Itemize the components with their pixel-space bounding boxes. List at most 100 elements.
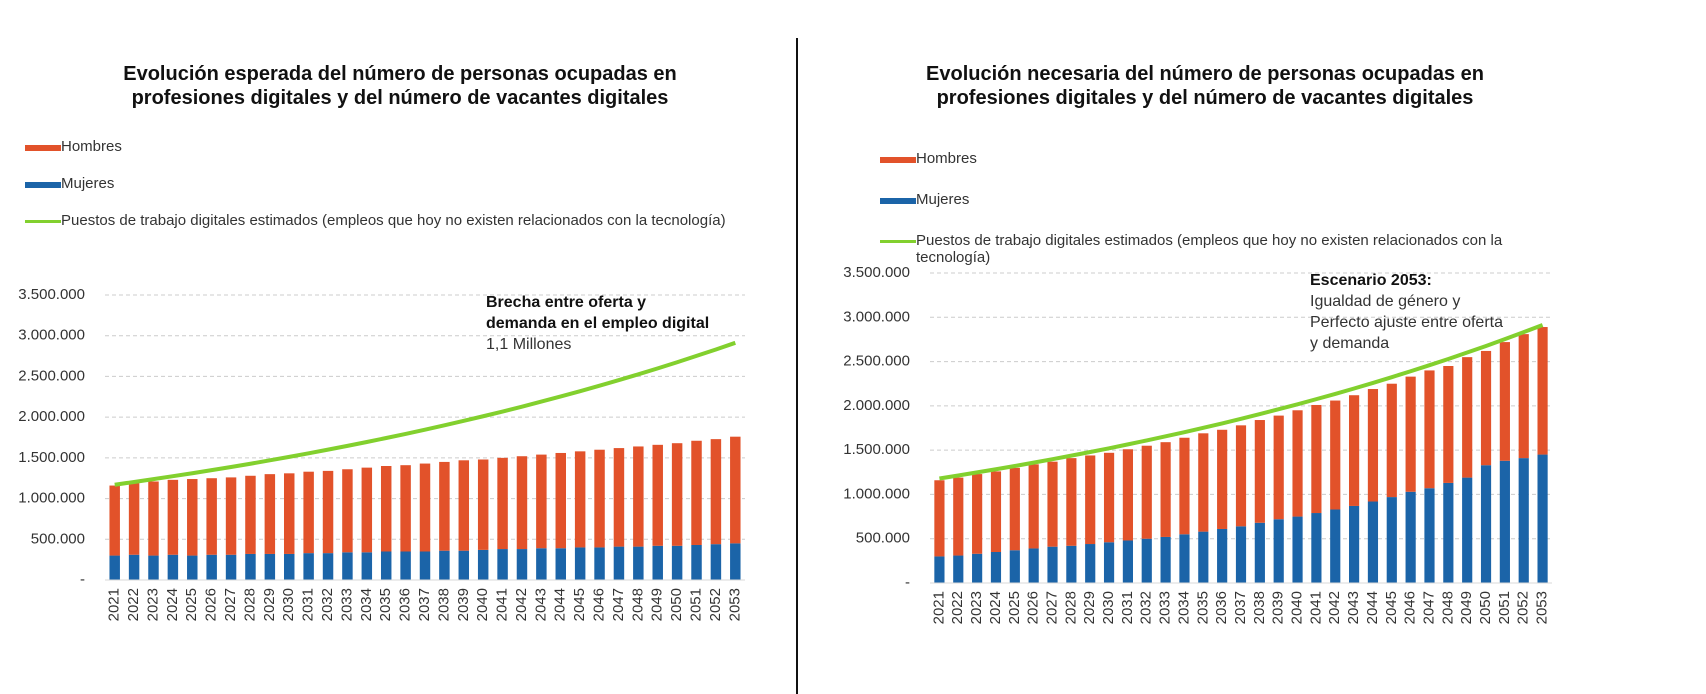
bar	[613, 546, 625, 580]
bar	[342, 469, 353, 553]
bar	[671, 443, 683, 546]
annotation: Escenario 2053: Igualdad de género y Perf…	[1310, 270, 1510, 354]
x-tick-label: 2050	[668, 588, 685, 621]
bar	[128, 554, 140, 580]
bar	[555, 548, 566, 580]
line	[114, 340, 736, 487]
bar	[1103, 452, 1115, 543]
bar	[691, 440, 702, 545]
legend-swatch	[880, 157, 916, 163]
bar	[1443, 482, 1454, 583]
bar	[380, 466, 392, 552]
chart-title: Evolución esperada del número de persona…	[123, 63, 677, 109]
bar	[1009, 550, 1020, 583]
bar	[1386, 497, 1397, 583]
x-tick-label: 2029	[1081, 591, 1098, 624]
annotation-title: Escenario 2053:	[1310, 272, 1432, 289]
y-tick-label: 1.500.000	[843, 441, 910, 458]
legend-swatch	[25, 182, 61, 188]
legend: Hombres Mujeres Puestos de trabajo digital…	[25, 138, 765, 249]
x-tick-label: 2024	[164, 588, 181, 621]
bar	[1254, 420, 1265, 523]
bar	[1462, 357, 1473, 478]
line	[939, 323, 1544, 481]
bar	[1160, 442, 1171, 537]
bar	[990, 552, 1002, 583]
y-tick-label: 3.500.000	[843, 264, 910, 281]
bar	[284, 553, 295, 580]
bar	[400, 551, 411, 580]
bar	[1198, 531, 1209, 583]
y-tick-label: 3.000.000	[18, 327, 85, 344]
bar	[439, 461, 450, 551]
bar	[1424, 370, 1435, 489]
bar	[477, 459, 489, 550]
y-tick-label: 3.000.000	[843, 308, 910, 325]
x-tick-label: 2021	[930, 591, 947, 624]
bar	[1480, 350, 1492, 466]
bar	[1160, 536, 1171, 583]
x-tick-label: 2025	[1006, 591, 1023, 624]
x-tick-label: 2023	[968, 591, 985, 624]
bar	[419, 463, 431, 552]
legend-item: Hombres	[880, 150, 1520, 167]
x-tick-label: 2021	[106, 588, 123, 621]
x-tick-label: 2039	[455, 588, 472, 621]
x-tick-label: 2041	[1307, 591, 1324, 624]
bar	[1349, 505, 1360, 583]
bar	[574, 451, 586, 548]
bar	[1122, 540, 1133, 583]
bar	[361, 552, 373, 580]
bar	[1424, 488, 1435, 583]
x-tick-label: 2036	[397, 588, 414, 621]
bar	[652, 545, 663, 580]
bar	[458, 460, 470, 551]
bar	[1085, 455, 1096, 545]
x-tick-label: 2038	[1251, 591, 1268, 624]
x-tick-label: 2027	[222, 588, 239, 621]
x-tick-label: 2034	[358, 588, 375, 621]
bar	[1009, 467, 1020, 551]
y-tick-label: -	[905, 574, 910, 591]
legend-label: Puestos de trabajo digitales estimados (…	[916, 232, 1503, 266]
legend: Hombres Mujeres Puestos de trabajo digital…	[880, 150, 1520, 290]
bar	[633, 446, 644, 547]
x-tick-label: 2046	[591, 588, 608, 621]
bar	[691, 544, 702, 580]
bar	[1254, 522, 1265, 583]
bar	[128, 483, 140, 555]
bar	[1405, 376, 1416, 492]
bar	[109, 555, 120, 580]
bar	[187, 479, 198, 556]
bar	[1047, 461, 1058, 547]
bar	[1235, 526, 1247, 583]
bar	[225, 477, 237, 555]
bar	[594, 449, 605, 548]
bar	[148, 555, 159, 580]
bar	[594, 547, 605, 580]
y-tick-label: 2.500.000	[843, 353, 910, 370]
x-tick-label: 2053	[1534, 591, 1551, 624]
legend-label: Puestos de trabajo digitales estimados (…	[61, 212, 726, 229]
legend-label: Hombres	[916, 150, 977, 167]
bar	[1311, 513, 1322, 583]
bar	[613, 448, 625, 547]
bar	[536, 548, 547, 580]
y-tick-label: 2.500.000	[18, 367, 85, 384]
bar	[516, 549, 528, 580]
bar	[245, 475, 256, 554]
bar	[206, 478, 217, 555]
x-tick-label: 2051	[1496, 591, 1513, 624]
bar	[206, 554, 217, 580]
x-tick-label: 2045	[571, 588, 588, 621]
bar	[1103, 542, 1115, 583]
annotation-text: Igualdad de género y Perfecto ajuste ent…	[1310, 293, 1503, 352]
bar	[972, 553, 983, 583]
chart-title: Evolución necesaria del número de person…	[926, 63, 1484, 109]
legend-label: Hombres	[61, 138, 122, 155]
legend-swatch	[25, 145, 61, 151]
x-tick-label: 2034	[1175, 591, 1192, 624]
bar	[710, 439, 722, 545]
bar	[730, 436, 741, 544]
bar	[1386, 383, 1397, 498]
